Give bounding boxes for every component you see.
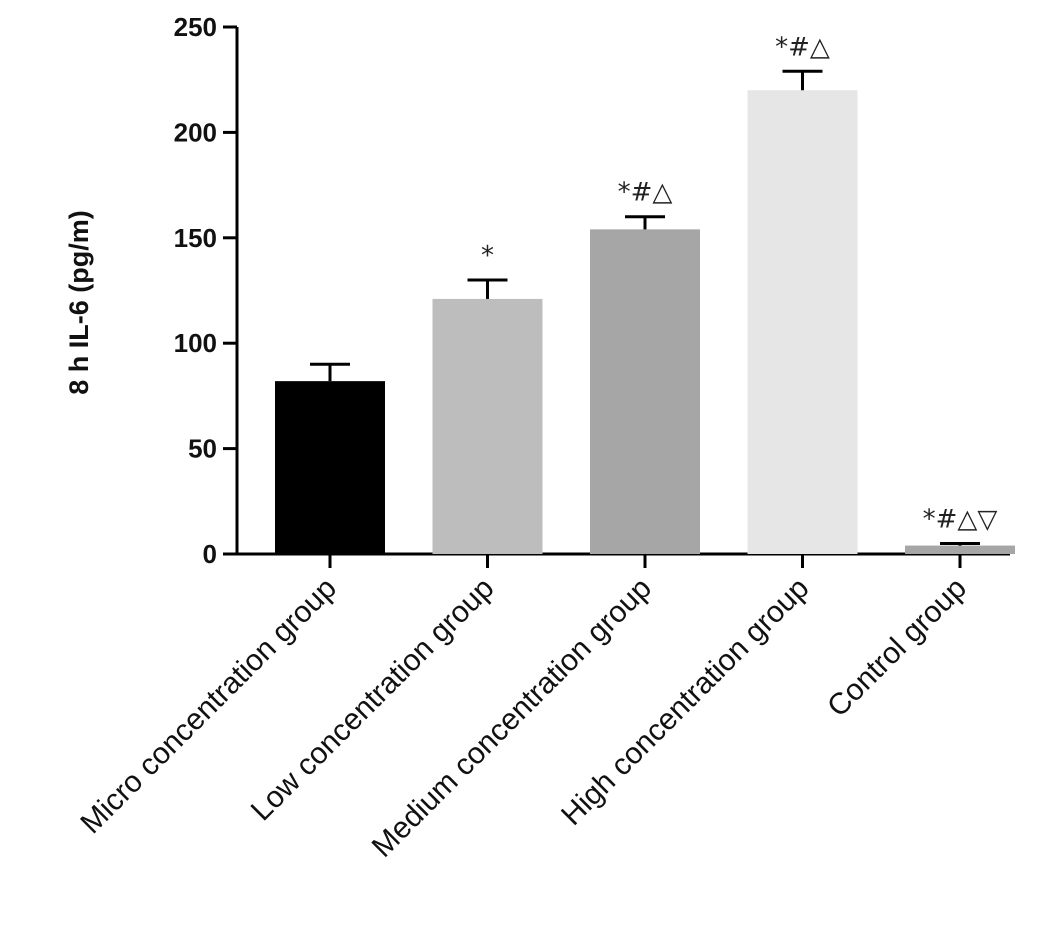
y-tick-label: 100 [174,328,217,358]
y-tick-label: 200 [174,117,217,147]
category-label: Medium concentration group [366,572,658,864]
bars [275,90,1015,555]
error-bars [310,69,980,546]
y-tick-label: 0 [203,539,217,569]
bar [747,90,858,555]
category-label: High concentration group [555,572,815,832]
y-tick-label: 50 [188,434,217,464]
bar [275,381,385,554]
bar [432,298,543,554]
bar [590,229,700,555]
significance-label: *#△▽ [923,504,998,534]
bar [905,545,1015,554]
category-label: Control group [821,572,973,724]
significance-label: *#△ [618,178,673,208]
significance-label: *#△ [775,32,830,62]
significance-label: * [481,241,494,271]
y-tick-label: 250 [174,12,217,42]
y-axis-title: 8 h IL-6 (pg/m) [64,210,94,395]
y-tick-label: 150 [174,223,217,253]
category-label: Micro concentration group [74,572,343,841]
